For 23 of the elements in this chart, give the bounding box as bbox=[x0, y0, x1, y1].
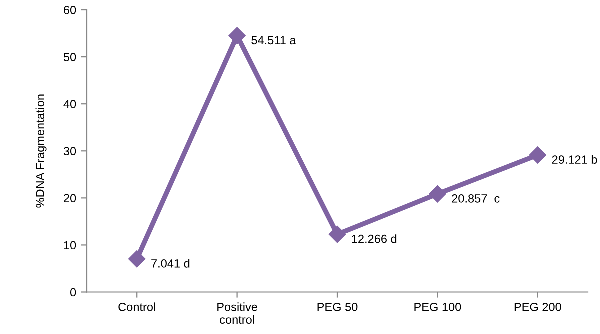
y-tick-label: 0 bbox=[70, 288, 76, 297]
data-label: 54.511 a bbox=[252, 36, 296, 45]
y-tick-label: 10 bbox=[64, 241, 76, 250]
point bbox=[128, 250, 146, 268]
x-tick-label: PEG 200 bbox=[514, 302, 562, 312]
data-label: 7.041 d bbox=[152, 259, 190, 268]
data-label: 12.266 d bbox=[352, 234, 397, 244]
y-tick-label: 40 bbox=[64, 100, 76, 108]
y-tick-label: 50 bbox=[64, 53, 76, 62]
x-tick-label: Positive control bbox=[218, 302, 258, 324]
point bbox=[328, 226, 346, 244]
y-tick-label: 20 bbox=[64, 194, 76, 203]
point bbox=[529, 146, 546, 164]
y-tick-label: 30 bbox=[64, 147, 76, 156]
y-axis-title: %DNA Fragmentation bbox=[36, 94, 47, 208]
data-label: 29.121 b bbox=[552, 155, 598, 164]
point bbox=[429, 186, 446, 203]
data-label: 20.857 c bbox=[452, 194, 500, 203]
x-tick-label: PEG 50 bbox=[318, 302, 358, 312]
y-tick-label: 60 bbox=[64, 6, 76, 14]
x-tick-label: PEG 100 bbox=[414, 302, 462, 312]
x-tick-label: Control bbox=[118, 302, 156, 312]
point bbox=[228, 27, 246, 44]
